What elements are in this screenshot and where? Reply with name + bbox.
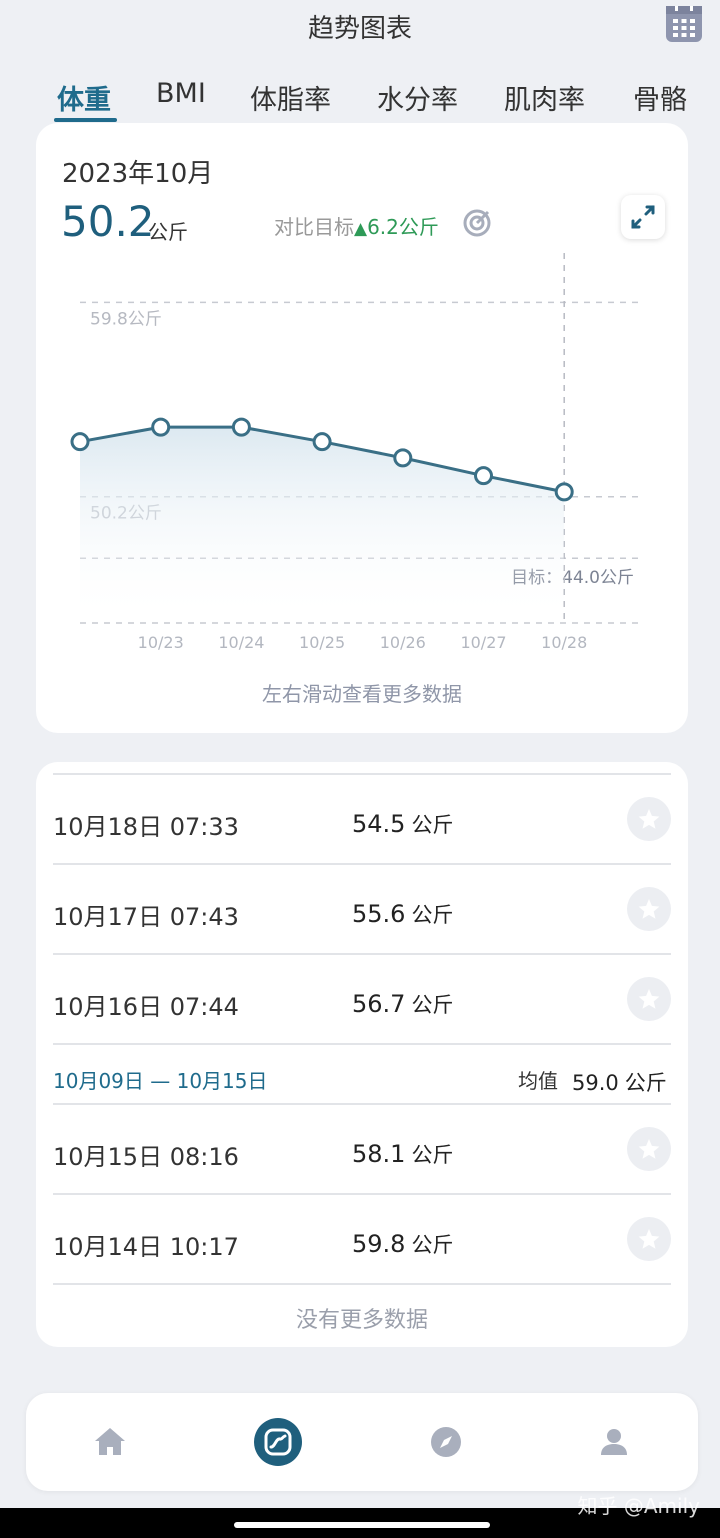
record-weight: 58.1 公斤 <box>352 1139 453 1169</box>
record-weight-value: 58.1 <box>352 1140 406 1168</box>
x-tick-label: 10/25 <box>299 633 345 652</box>
star-icon[interactable] <box>627 977 671 1021</box>
watermark: 知乎 @Amily <box>577 1494 700 1518</box>
record-row[interactable]: 10月15日 08:16 58.1 公斤 <box>53 1103 671 1193</box>
month-label: 2023年10月 <box>62 159 214 189</box>
bottom-navigation <box>26 1393 698 1491</box>
current-weight-unit: 公斤 <box>148 220 188 244</box>
target-icon <box>463 209 491 237</box>
metric-tabs: 体重 BMI 体脂率 水分率 肌肉率 骨骼 <box>0 72 720 122</box>
star-icon[interactable] <box>627 1217 671 1261</box>
data-point <box>393 448 413 468</box>
records-card: 10月18日 07:33 54.5 公斤 10月17日 07:43 55.6 公斤 … <box>36 762 688 1347</box>
calendar-icon[interactable] <box>666 6 702 42</box>
compare-label: 对比目标 <box>274 215 354 239</box>
week-range: 10月09日 — 10月15日 <box>53 1069 268 1093</box>
series-area <box>80 427 565 623</box>
data-point <box>70 432 90 452</box>
tab-water[interactable]: 水分率 <box>377 85 458 116</box>
x-tick-label: 10/26 <box>380 633 426 652</box>
record-weight-value: 55.6 <box>352 900 406 928</box>
tab-bmi[interactable]: BMI <box>156 78 206 109</box>
average-value: 59.0 公斤 <box>572 1067 667 1097</box>
record-datetime: 10月17日 07:43 <box>53 903 239 931</box>
record-weight-value: 59.8 <box>352 1230 406 1258</box>
star-icon[interactable] <box>627 1127 671 1171</box>
compare-target: 对比目标▲6.2公斤 <box>274 211 439 240</box>
home-indicator[interactable] <box>234 1522 490 1528</box>
divider <box>53 1283 671 1285</box>
record-weight: 56.7 公斤 <box>352 989 453 1019</box>
average-value-number: 59.0 <box>572 1071 619 1095</box>
x-tick-label: 10/27 <box>460 633 506 652</box>
record-weight-value: 56.7 <box>352 990 406 1018</box>
record-datetime: 10月18日 07:33 <box>53 813 239 841</box>
trend-icon[interactable] <box>254 1418 302 1466</box>
profile-icon[interactable] <box>592 1420 636 1464</box>
record-datetime: 10月15日 08:16 <box>53 1143 239 1171</box>
tab-body-fat[interactable]: 体脂率 <box>250 85 331 116</box>
record-weight: 59.8 公斤 <box>352 1229 453 1259</box>
swipe-hint: 左右滑动查看更多数据 <box>262 682 462 706</box>
record-datetime: 10月14日 10:17 <box>53 1233 239 1261</box>
data-point <box>151 417 171 437</box>
record-weight-unit: 公斤 <box>411 1233 454 1257</box>
record-weight-unit: 公斤 <box>411 813 454 837</box>
active-tab-indicator <box>54 118 117 122</box>
data-point <box>554 482 574 502</box>
star-icon[interactable] <box>627 887 671 931</box>
record-row[interactable]: 10月14日 10:17 59.8 公斤 <box>53 1193 671 1283</box>
weight-trend-chart[interactable]: 59.8公斤50.2公斤目标：44.0公斤10/2310/2410/2510/2… <box>36 123 688 683</box>
average-label: 均值 <box>518 1069 558 1093</box>
compare-value: 6.2公斤 <box>367 215 439 239</box>
header: 趋势图表 <box>0 0 720 56</box>
x-tick-label: 10/23 <box>138 633 184 652</box>
chart-card: 2023年10月 50.2 公斤 对比目标▲6.2公斤 59.8公斤50.2公斤… <box>36 123 688 733</box>
record-row[interactable]: 10月18日 07:33 54.5 公斤 <box>53 773 671 863</box>
home-icon[interactable] <box>88 1420 132 1464</box>
up-arrow-icon: ▲ <box>354 219 368 239</box>
star-icon[interactable] <box>627 797 671 841</box>
x-tick-label: 10/28 <box>541 633 587 652</box>
record-weight-unit: 公斤 <box>411 903 454 927</box>
record-weight-unit: 公斤 <box>411 1143 454 1167</box>
tab-weight[interactable]: 体重 <box>57 85 111 116</box>
record-weight: 55.6 公斤 <box>352 899 453 929</box>
tab-bone[interactable]: 骨骼 <box>633 85 687 116</box>
average-value-unit: 公斤 <box>624 1071 667 1095</box>
week-summary: 10月09日 — 10月15日 均值 59.0 公斤 <box>53 1043 671 1103</box>
current-weight-value: 50.2 <box>61 197 155 246</box>
expand-icon[interactable] <box>621 195 665 239</box>
data-point <box>312 432 332 452</box>
record-row[interactable]: 10月16日 07:44 56.7 公斤 <box>53 953 671 1043</box>
record-weight: 54.5 公斤 <box>352 809 453 839</box>
compass-icon[interactable] <box>424 1420 468 1464</box>
reference-line-label: 59.8公斤 <box>90 309 162 329</box>
page-title: 趋势图表 <box>307 14 412 44</box>
data-point <box>231 417 251 437</box>
record-weight-value: 54.5 <box>352 810 406 838</box>
record-row[interactable]: 10月17日 07:43 55.6 公斤 <box>53 863 671 953</box>
tab-muscle[interactable]: 肌肉率 <box>504 85 585 116</box>
record-weight-unit: 公斤 <box>411 993 454 1017</box>
record-datetime: 10月16日 07:44 <box>53 993 239 1021</box>
no-more-data: 没有更多数据 <box>295 1308 428 1333</box>
x-tick-label: 10/24 <box>218 633 264 652</box>
data-point <box>474 466 493 486</box>
